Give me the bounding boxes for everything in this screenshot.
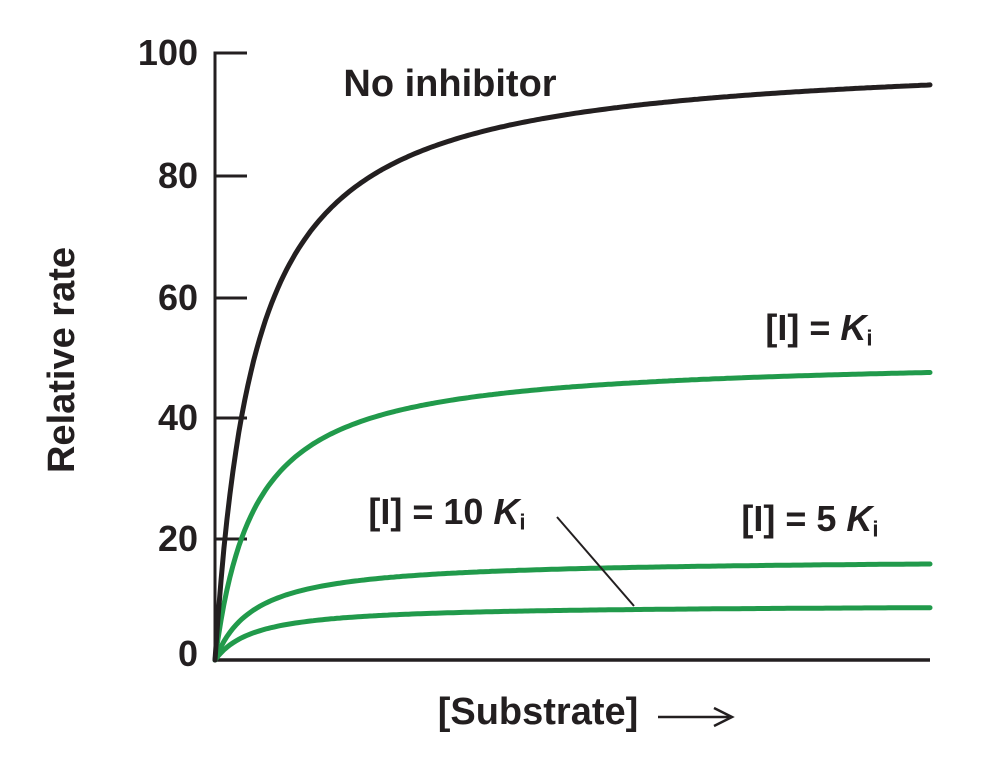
label-10ki: [I] = 10 Ki: [368, 494, 525, 534]
label-5ki: [I] = 5 Ki: [741, 501, 878, 541]
y-tick-label-80: 80: [157, 155, 198, 196]
label-10ki-subscript: i: [519, 509, 526, 535]
label-10ki-prefix: [I] = 10: [368, 491, 494, 533]
curve-10ki: [212, 605, 933, 663]
x-axis-title: [Substrate]: [437, 691, 639, 733]
label-5ki-subscript: i: [872, 516, 879, 542]
y-tick-label-40: 40: [157, 397, 198, 438]
label-ki: [I] = Ki: [765, 310, 872, 350]
leader-line-10ki: [556, 516, 635, 607]
right-arrow-icon: [658, 706, 735, 728]
y-tick-label-20: 20: [157, 518, 198, 559]
label-5ki-symbol: K: [846, 498, 873, 540]
curve-no-inhibitor: [212, 82, 933, 663]
y-axis-title: Relative rate: [41, 246, 83, 474]
label-ki-prefix: [I] =: [765, 307, 841, 349]
label-5ki-prefix: [I] = 5: [741, 498, 847, 540]
y-tick-label-100: 100: [137, 32, 198, 73]
label-ki-subscript: i: [866, 325, 873, 351]
curve-ki: [212, 370, 933, 663]
label-10ki-symbol: K: [493, 491, 520, 533]
label-ki-symbol: K: [840, 307, 867, 349]
y-tick-label-60: 60: [157, 277, 198, 318]
curve-5ki: [212, 561, 933, 663]
label-no-inhibitor: No inhibitor: [343, 63, 557, 105]
y-tick-label-0: 0: [177, 633, 198, 674]
